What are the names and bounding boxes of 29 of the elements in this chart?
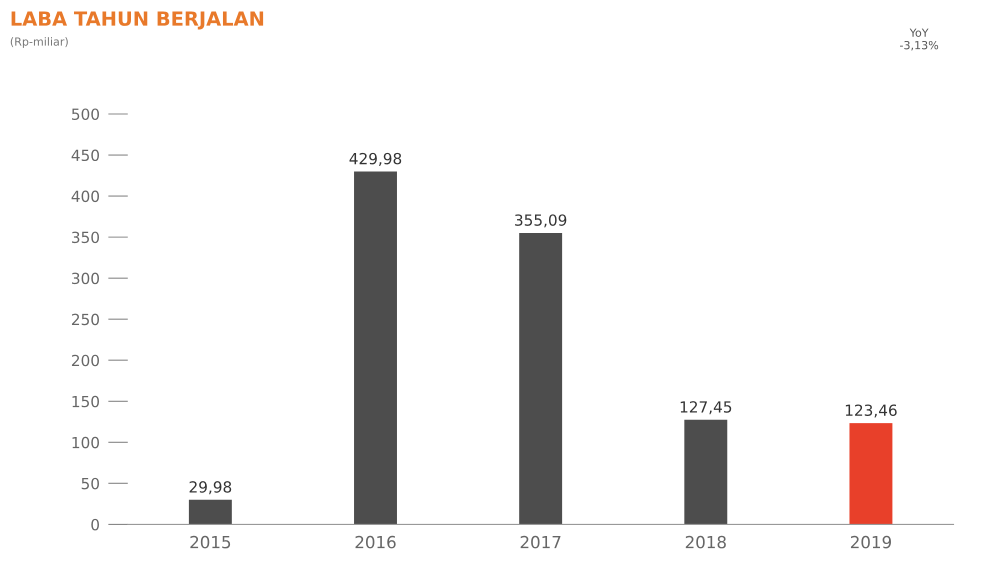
- data-label: 429,98: [350, 152, 402, 166]
- y-tick-label: 100: [72, 436, 99, 448]
- chart-title: LABA TAHUN BERJALAN: [12, 11, 264, 30]
- y-tick-label: 250: [72, 314, 99, 326]
- x-tick-label: 2019: [850, 536, 891, 548]
- bar: [849, 423, 892, 524]
- y-tick-label: 300: [72, 272, 99, 284]
- y-tick-label: 500: [72, 108, 99, 120]
- x-tick-label: 2015: [190, 536, 230, 548]
- x-tick-label: 2016: [356, 536, 396, 548]
- data-label: 123,46: [846, 404, 897, 418]
- x-tick-label: 2018: [686, 536, 726, 548]
- y-tick-label: 150: [72, 396, 99, 408]
- bar: [354, 171, 397, 524]
- text: YoY -3,13%: [900, 28, 938, 50]
- y-tick-label: 200: [72, 354, 99, 366]
- y-tick-label: 450: [72, 150, 99, 162]
- bar: [188, 500, 232, 524]
- x-tick-label: 2017: [520, 536, 560, 548]
- bar: [684, 420, 728, 524]
- y-tick-label: 50: [82, 478, 99, 490]
- data-label: 127,45: [680, 401, 732, 414]
- y-tick-label: 400: [72, 190, 99, 202]
- bar: [519, 232, 562, 524]
- data-label: 355,09: [515, 214, 566, 228]
- y-tick-label: 0: [91, 518, 99, 530]
- chart-subtitle: (Rp-miliar): [10, 37, 68, 48]
- y-tick-label: 350: [72, 232, 99, 244]
- data-label: 29,98: [190, 481, 232, 494]
